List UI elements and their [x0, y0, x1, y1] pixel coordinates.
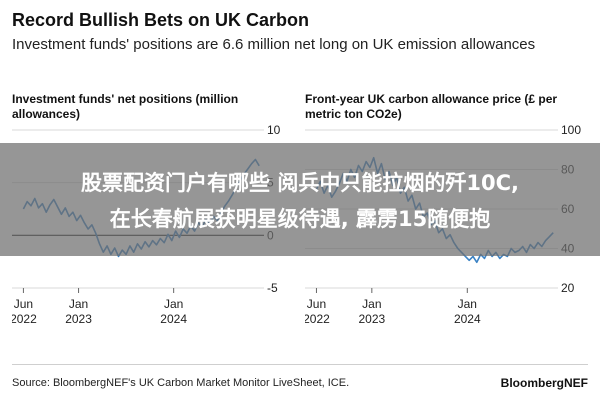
y-tick-label: 20 [561, 281, 575, 295]
x-tick-label-year: 2022 [12, 312, 37, 326]
x-tick-label-year: 2024 [454, 312, 481, 326]
net-positions-chart-title: Investment funds' net positions (million… [12, 92, 239, 121]
overlay-text-line-1: 股票配资门户有哪些 阅兵中只能拉烟的歼10C, [81, 171, 519, 195]
x-tick-label-month: Jan [69, 297, 88, 311]
x-tick-label-month: Jun [307, 297, 326, 311]
x-tick-label-month: Jan [362, 297, 381, 311]
y-tick-label: 100 [561, 123, 581, 137]
x-tick-label-month: Jan [458, 297, 477, 311]
y-tick-label: 10 [267, 123, 281, 137]
overlay-banner: 股票配资门户有哪些 阅兵中只能拉烟的歼10C, 在长春航展获明星级待遇, 霹雳1… [0, 143, 600, 256]
page-title: Record Bullish Bets on UK Carbon [12, 10, 310, 30]
y-tick-label: -5 [267, 281, 278, 295]
x-tick-label-month: Jan [164, 297, 183, 311]
x-tick-label-month: Jun [14, 297, 33, 311]
brand-logo-text: BloombergNEF [500, 376, 588, 390]
x-tick-label-year: 2022 [305, 312, 330, 326]
x-tick-label-year: 2023 [358, 312, 385, 326]
footer-divider [12, 364, 588, 365]
x-tick-label-year: 2024 [160, 312, 187, 326]
price-chart-title: Front-year UK carbon allowance price (£ … [305, 92, 558, 121]
overlay-text-line-2: 在长春航展获明星级待遇, 霹雳15随便抱 [109, 207, 491, 231]
x-tick-label-year: 2023 [65, 312, 92, 326]
source-note: Source: BloombergNEF's UK Carbon Market … [12, 377, 350, 389]
page-subtitle: Investment funds' positions are 6.6 mill… [12, 36, 536, 53]
